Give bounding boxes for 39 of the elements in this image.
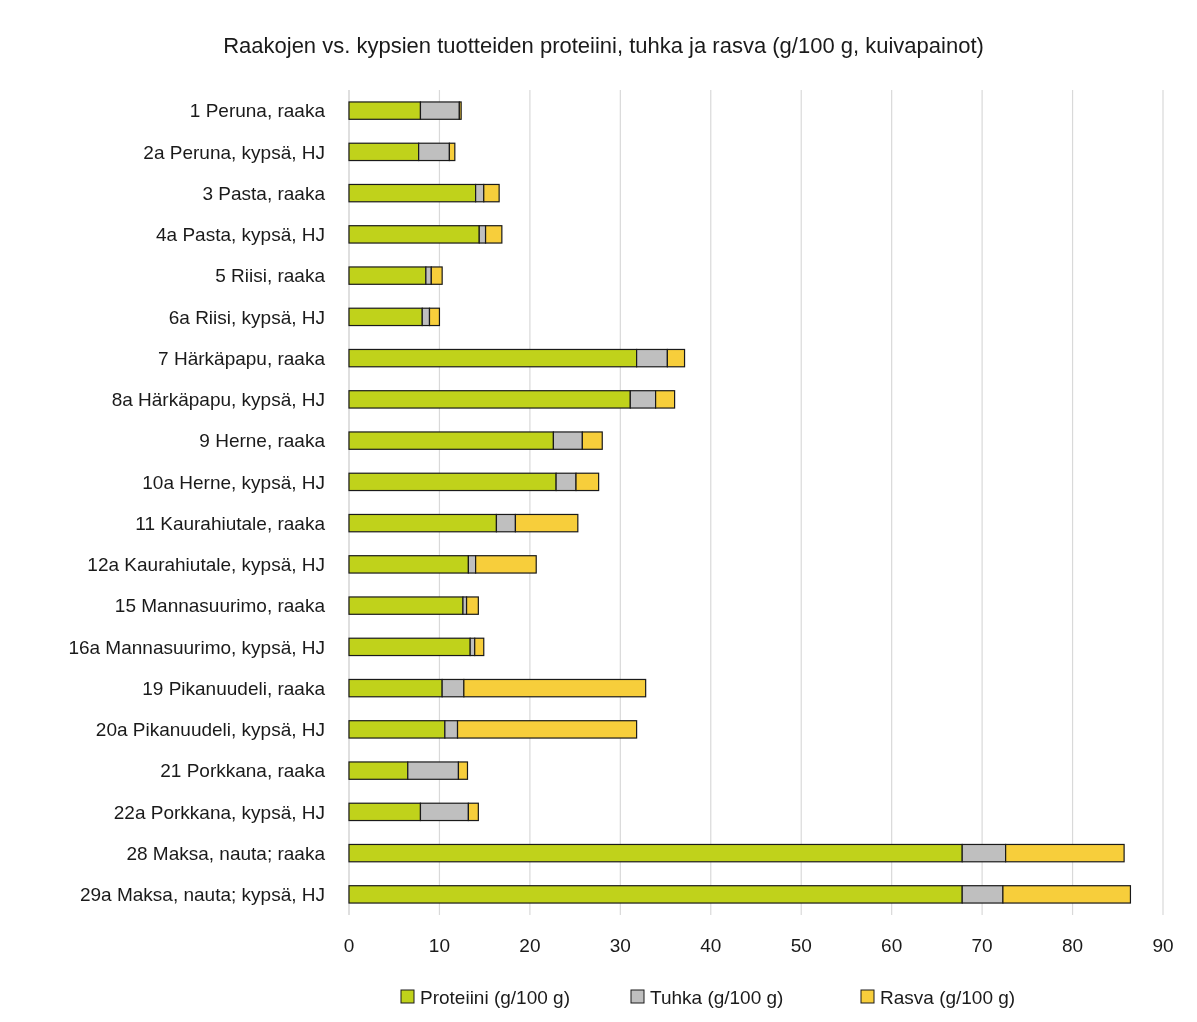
y-tick-label: 28 Maksa, nauta; raaka [126, 842, 326, 864]
chart-title: Raakojen vs. kypsien tuotteiden proteiini, tuhka ja rasva (g/100 g, kuivapainot) [223, 33, 984, 58]
y-tick-label: 29a Maksa, nauta; kypsä, HJ [79, 884, 325, 906]
x-tick-label: 80 [1061, 935, 1084, 956]
bar [348, 637, 471, 657]
y-tick-label: 16a Mannasuurimo, kypsä, HJ [68, 636, 325, 658]
y-tick-label: 10a Herne, kypsä, HJ [142, 471, 325, 493]
x-tick-label: 90 [1152, 935, 1174, 956]
y-tick-label: 9 Herne, raaka [199, 430, 326, 452]
y-tick-label: 22a Porkkana, kypsä, HJ [113, 801, 325, 823]
x-tick-label: 20 [519, 935, 541, 956]
x-tick-label: 60 [881, 935, 903, 956]
y-tick-label: 19 Pikanuudeli, raaka [142, 677, 326, 699]
x-tick-label: 40 [700, 935, 722, 956]
legend-label: Proteiini (g/100 g) [420, 986, 570, 1008]
bar [348, 266, 427, 285]
bar [465, 596, 479, 615]
y-tick-label: 8a Härkäpapu, kypsä, HJ [111, 389, 325, 411]
x-tick-label: 30 [609, 935, 631, 956]
y-tick-label: 15 Mannasuurimo, raaka [114, 595, 326, 617]
y-tick-label: 11 Kaurahiutale, raaka [135, 512, 326, 534]
x-tick-label: 0 [343, 935, 355, 956]
y-tick-label: 2a Peruna, kypsä, HJ [143, 141, 325, 163]
legend-label: Rasva (g/100 g) [880, 986, 1016, 1008]
y-tick-label: 5 Riisi, raaka [215, 265, 326, 287]
legend-label: Tuhka (g/100 g) [650, 986, 784, 1008]
y-tick-label: 7 Härkäpapu, raaka [158, 347, 326, 369]
y-tick-label: 12a Kaurahiutale, kypsä, HJ [87, 554, 325, 576]
y-tick-label: 6a Riisi, kypsä, HJ [168, 306, 325, 328]
x-tick-label: 50 [790, 935, 812, 956]
y-tick-label: 4a Pasta, kypsä, HJ [156, 224, 325, 246]
bar [474, 637, 485, 657]
y-tick-label: 1 Peruna, raaka [189, 100, 326, 122]
x-tick-label: 10 [428, 935, 451, 956]
y-tick-label: 3 Pasta, raaka [202, 182, 326, 204]
x-tick-label: 70 [971, 935, 993, 956]
y-tick-label: 20a Pikanuudeli, kypsä, HJ [95, 719, 325, 741]
bar [348, 596, 464, 615]
y-tick-label: 21 Porkkana, raaka [160, 760, 326, 782]
